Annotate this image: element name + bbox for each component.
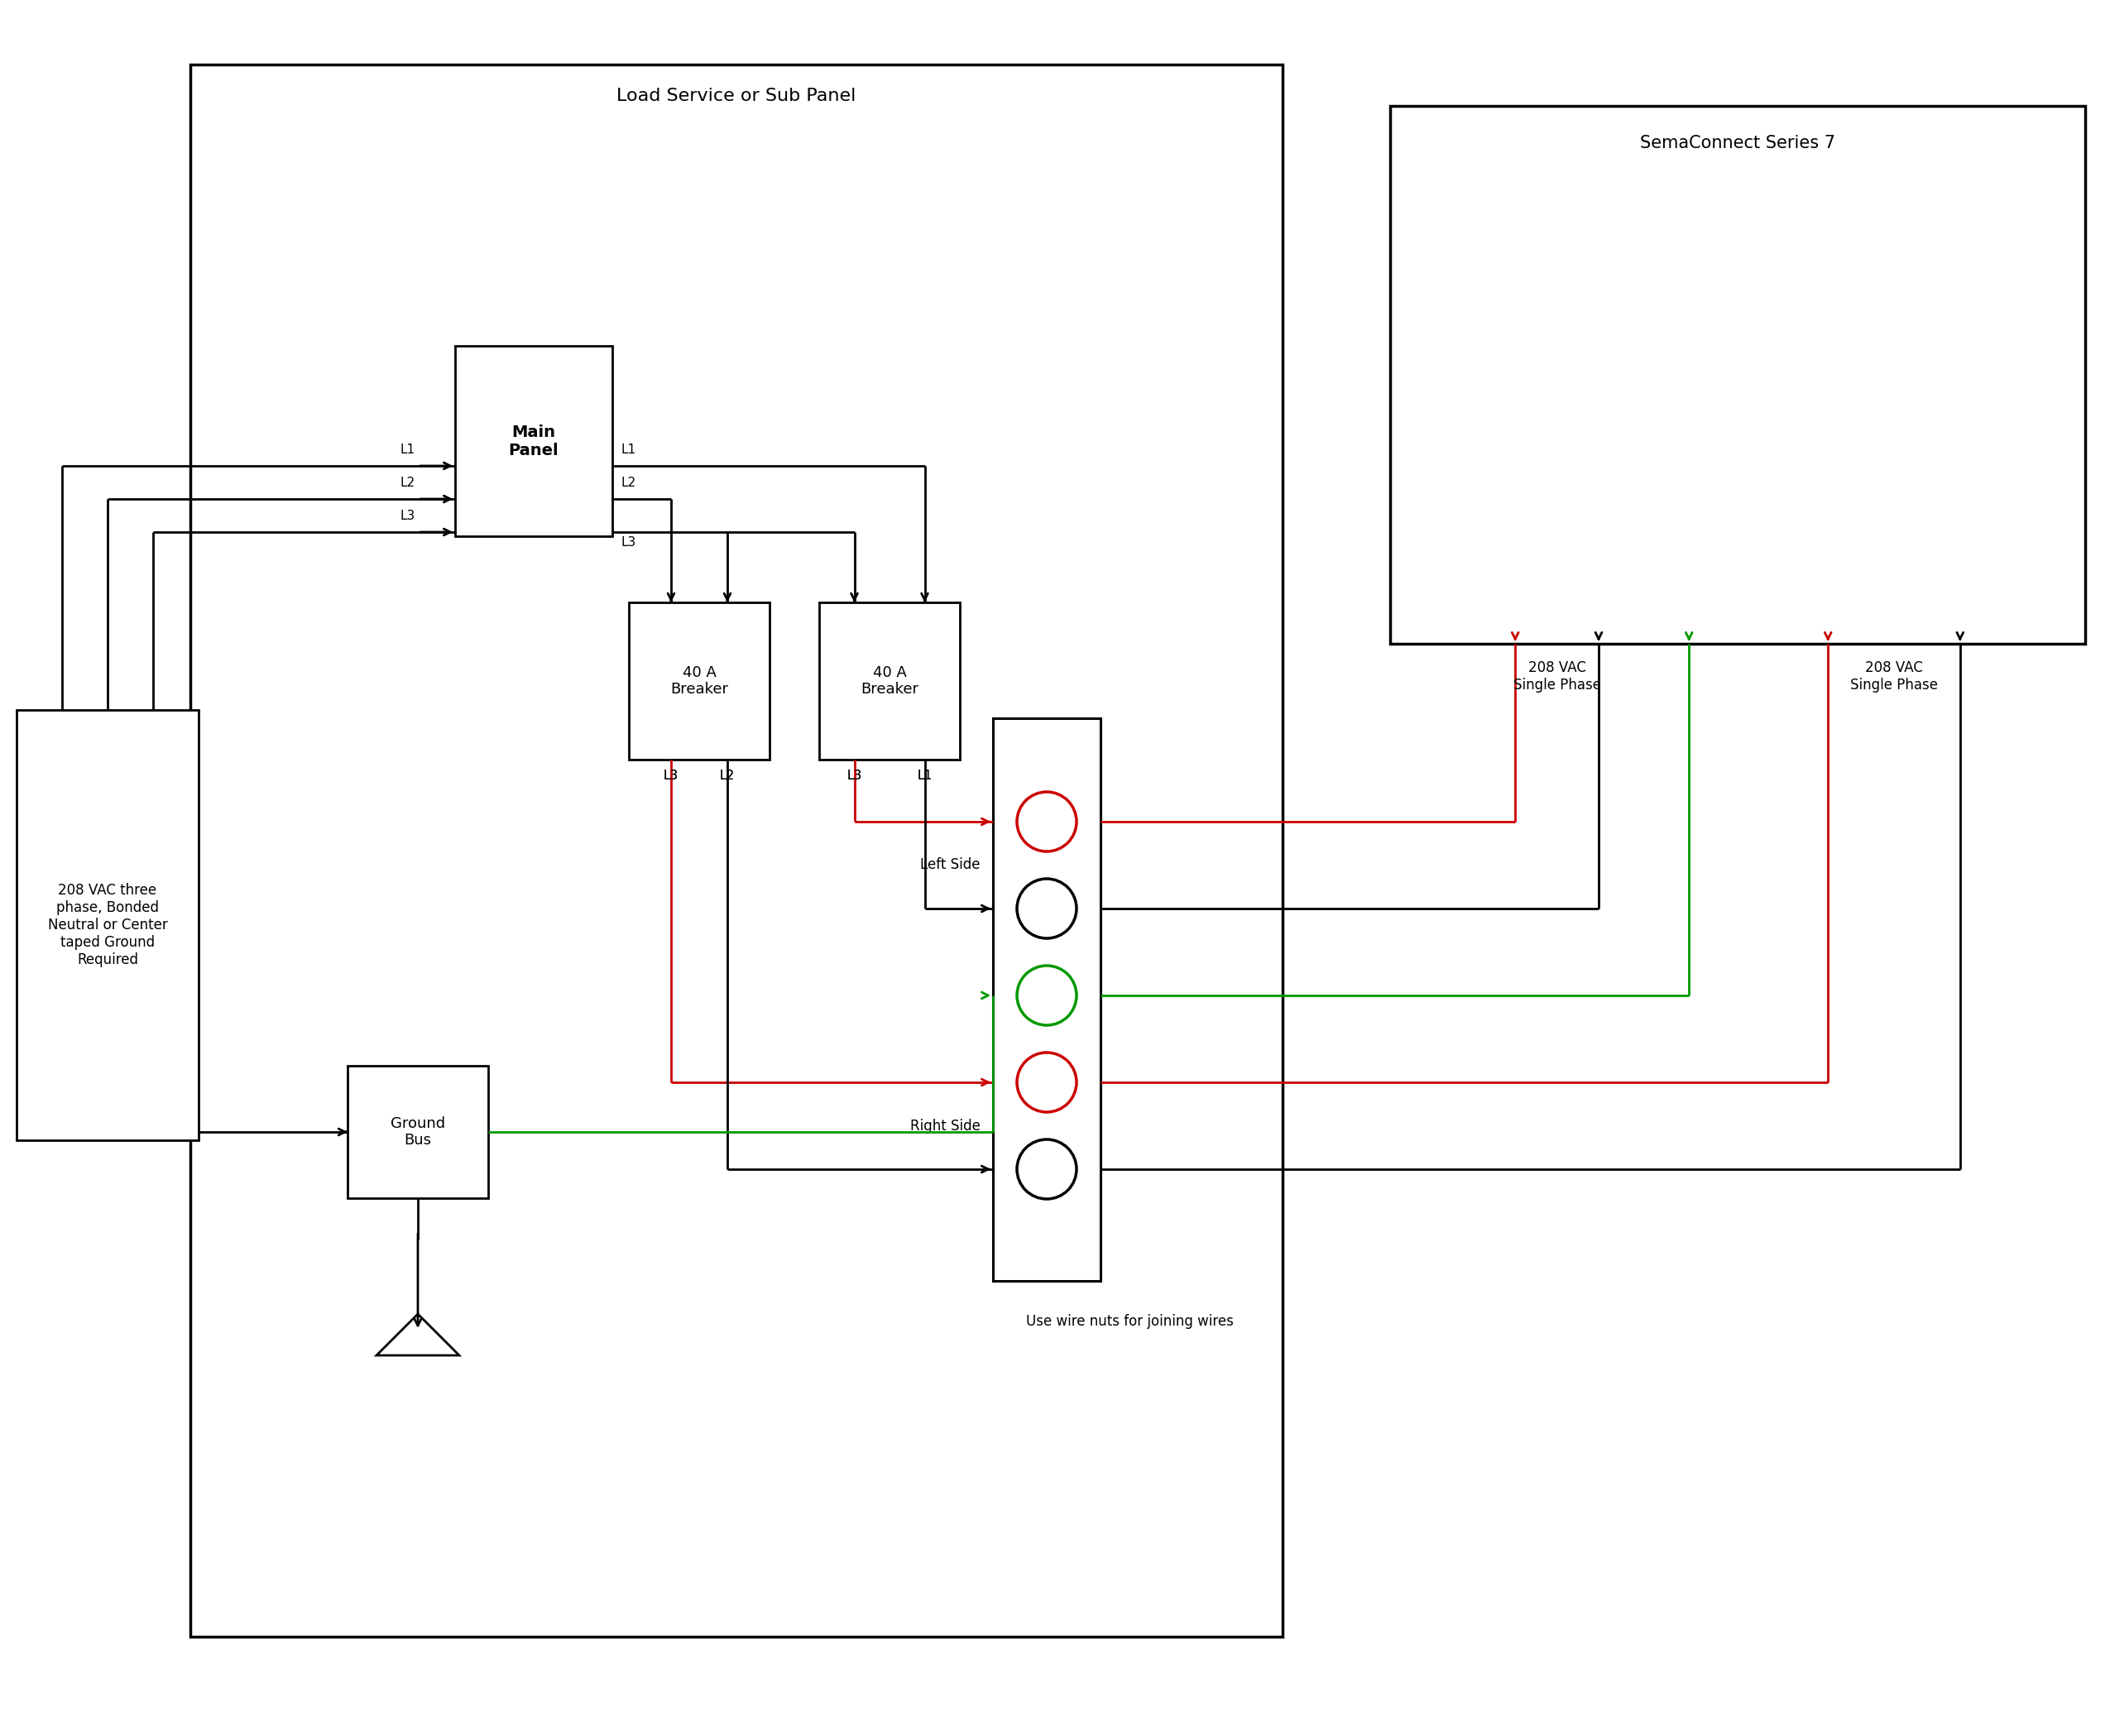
Circle shape [1017, 792, 1076, 851]
Text: L3: L3 [663, 769, 679, 781]
Bar [17, 710, 198, 1141]
Text: L3: L3 [663, 769, 679, 781]
Text: 40 A
Breaker: 40 A Breaker [861, 665, 918, 698]
Text: L1: L1 [918, 769, 933, 781]
Bar [1390, 106, 2085, 644]
Text: L2: L2 [720, 769, 734, 781]
Text: L3: L3 [846, 769, 861, 781]
Text: Main
Panel: Main Panel [509, 424, 559, 458]
Text: Load Service or Sub Panel: Load Service or Sub Panel [616, 89, 857, 104]
Bar [456, 345, 612, 536]
Text: L2: L2 [401, 477, 416, 490]
Text: L2: L2 [620, 477, 635, 490]
Circle shape [1017, 1052, 1076, 1113]
Text: L3: L3 [620, 536, 635, 549]
Bar [819, 602, 960, 760]
Text: Right Side: Right Side [909, 1118, 981, 1134]
Text: Ground
Bus: Ground Bus [390, 1116, 445, 1147]
Text: L3: L3 [846, 769, 861, 781]
Text: 40 A
Breaker: 40 A Breaker [671, 665, 728, 698]
Text: 208 VAC
Single Phase: 208 VAC Single Phase [1513, 660, 1601, 693]
Text: 208 VAC
Single Phase: 208 VAC Single Phase [1850, 660, 1937, 693]
Text: L3: L3 [401, 510, 416, 523]
Text: L1: L1 [401, 443, 416, 457]
Text: L1: L1 [620, 443, 635, 457]
Text: Left Side: Left Side [920, 858, 981, 873]
Text: SemaConnect Series 7: SemaConnect Series 7 [1639, 135, 1836, 151]
Circle shape [1017, 1139, 1076, 1200]
Text: Use wire nuts for joining wires: Use wire nuts for joining wires [1025, 1314, 1232, 1328]
Bar [348, 1066, 487, 1198]
Text: L1: L1 [918, 769, 933, 781]
Bar [994, 719, 1101, 1281]
Circle shape [1017, 965, 1076, 1026]
Text: L2: L2 [720, 769, 734, 781]
Bar [190, 64, 1283, 1637]
Circle shape [1017, 878, 1076, 939]
Bar [629, 602, 770, 760]
Text: 208 VAC three
phase, Bonded
Neutral or Center
taped Ground
Required: 208 VAC three phase, Bonded Neutral or C… [49, 884, 167, 967]
